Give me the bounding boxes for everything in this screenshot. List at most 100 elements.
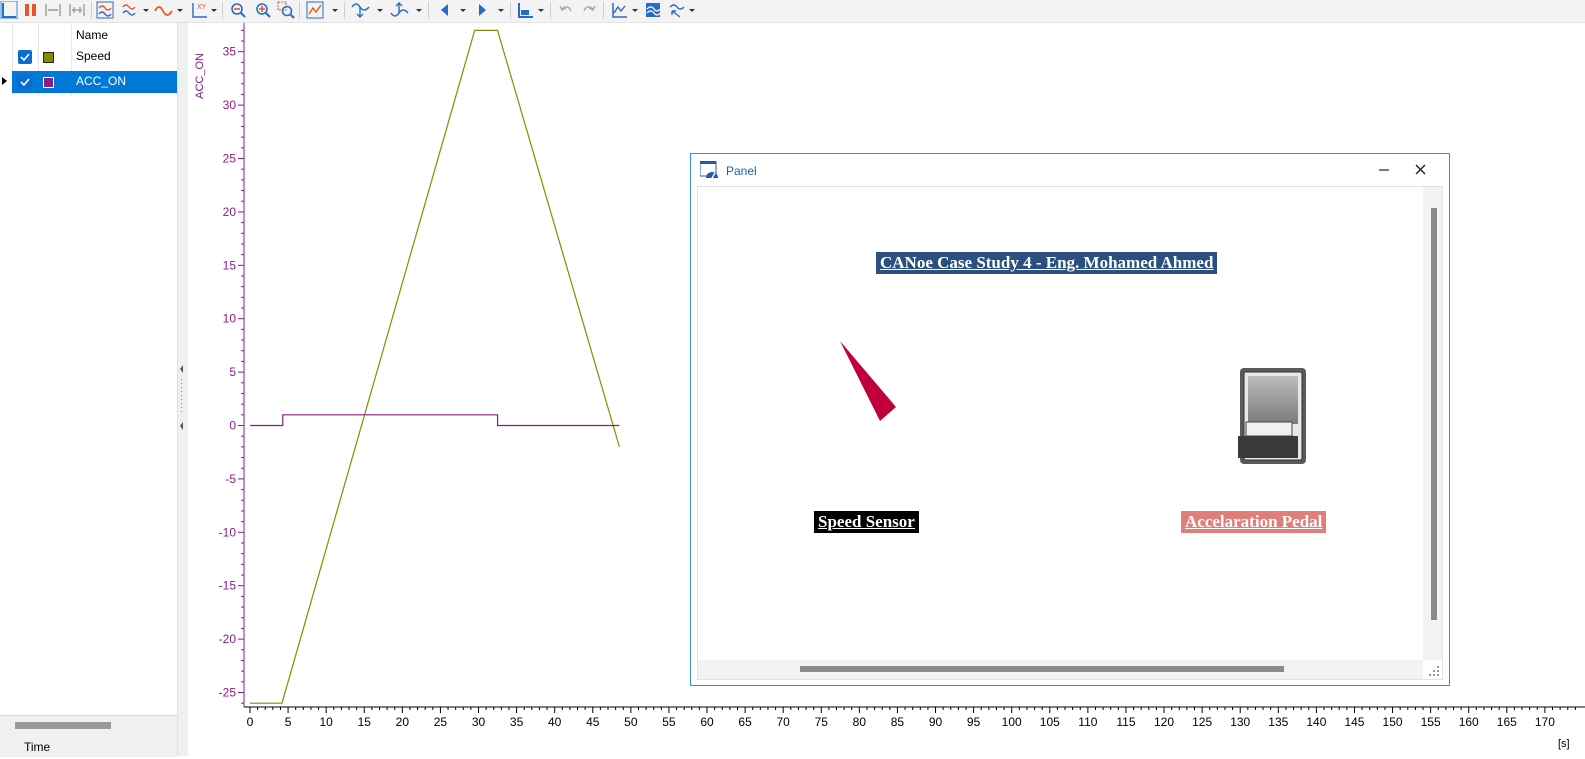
chevron-down-icon[interactable] [177,9,183,12]
graphics-toolbar: XY [0,0,1585,23]
chevron-down-icon[interactable] [211,9,217,12]
signal-row-speed[interactable]: Speed [0,46,177,68]
y-tick-label: 35 [223,45,237,59]
y-tick-label: 25 [223,152,237,166]
y-tick-label: -20 [219,632,237,646]
x-tick-label: 85 [891,715,905,729]
x-tick-label: 135 [1268,715,1288,729]
x-tick-label: 15 [358,715,372,729]
chevron-down-icon[interactable] [332,9,338,12]
panel-splitter[interactable] [177,23,188,756]
color-swatch[interactable] [43,52,54,63]
chevron-down-icon[interactable] [632,9,638,12]
redo-icon[interactable] [580,1,598,19]
toolbar-separator [428,2,429,19]
series-line-acc-on [250,414,620,427]
column-divider [71,23,72,96]
zoom-out-icon[interactable] [229,1,247,19]
panel-titlebar[interactable]: Panel [691,154,1449,186]
graph-options-icon[interactable] [610,1,628,19]
signal-dropdown-icon[interactable] [121,1,139,19]
x-tick-label: 110 [1078,715,1097,729]
x-tick-label: 95 [967,715,981,729]
y-tick-label: -5 [225,472,236,486]
x-tick-label: 165 [1497,715,1517,729]
resize-grip-icon[interactable] [1428,665,1440,677]
fit-to-window-icon[interactable] [306,1,324,19]
signal-row-acc-on[interactable]: ACC_ON [0,71,177,93]
column-divider [38,23,39,96]
y-tick-label: -25 [219,686,237,700]
chevron-down-icon[interactable] [498,9,504,12]
x-tick-label: 60 [700,715,714,729]
pause-icon[interactable] [22,1,40,19]
x-tick-label: 0 [247,715,254,729]
panel-title: Panel [726,164,757,178]
panel-window[interactable]: Panel CANoe Case Study 4 - Eng. Mohamed … [690,153,1450,686]
undo-icon[interactable] [557,1,575,19]
fit-all-x-icon[interactable] [68,1,86,19]
x-tick-label: 75 [815,715,829,729]
acceleration-pedal-label: Accelaration Pedal [1181,511,1327,533]
y-tick-label: 20 [223,205,237,219]
signal-name: ACC_ON [76,74,127,88]
x-tick-label: 10 [319,715,333,729]
marker-down-icon[interactable] [351,1,370,19]
y-tick-label: -10 [219,525,237,539]
chevron-down-icon[interactable] [416,9,422,12]
cursor-icon[interactable] [0,0,18,20]
close-button[interactable] [1407,160,1433,180]
toolbar-separator [91,2,92,19]
chart-canvas[interactable]: ACC_ON [s] 35302520151050-5-10-15-20-250… [187,23,1585,756]
x-tick-label: 145 [1344,715,1364,729]
x-tick-label: 150 [1383,715,1403,729]
step-back-icon[interactable] [436,1,454,19]
acceleration-pedal-switch[interactable] [1236,366,1308,466]
signal-layout-icon[interactable] [96,1,114,19]
signal-chart[interactable]: ACC_ON [s] 35 30 25 20 15 10 5 0 -5 -10 -15 -20 -25 0… [187,23,1585,756]
x-tick-label: 40 [548,715,562,729]
chevron-down-icon[interactable] [143,9,149,12]
vertical-scrollbar-thumb[interactable] [1431,208,1437,620]
chevron-down-icon[interactable] [538,9,544,12]
toolbar-separator [222,2,223,19]
y-tick-label: 5 [229,365,236,379]
gauge-needle [840,341,896,421]
axis-layout-icon[interactable] [516,1,534,19]
x-tick-label: 20 [396,715,410,729]
fit-x-icon[interactable] [44,1,62,19]
series-line-speed [250,29,621,704]
checkbox[interactable] [18,75,32,89]
chevron-down-icon[interactable] [460,9,466,12]
horizontal-scrollbar[interactable] [15,722,111,729]
measure-icon[interactable] [668,1,686,19]
xy-mode-icon[interactable]: XY [190,1,208,19]
signal-name: Speed [76,49,111,63]
toolbar-separator [510,2,511,19]
toolbar-separator [550,2,551,19]
horizontal-scrollbar-thumb[interactable] [800,666,1284,672]
x-tick-label: 30 [472,715,486,729]
speed-sensor-gauge[interactable] [834,335,904,425]
chevron-down-icon[interactable] [689,9,695,12]
zoom-box-icon[interactable] [277,1,295,19]
row-indicator-icon [2,77,7,85]
zoom-in-icon[interactable] [254,1,272,19]
chevron-down-icon[interactable] [377,9,383,12]
name-column-header[interactable]: Name [76,28,109,42]
case-study-title: CANoe Case Study 4 - Eng. Mohamed Ahmed [876,252,1218,274]
signal-list-panel: Name Speed ACC_ON Time [0,23,177,757]
x-tick-label: 55 [662,715,676,729]
step-forward-icon[interactable] [473,1,491,19]
layers-icon[interactable] [644,1,662,19]
x-tick-label: 100 [1002,715,1022,729]
minimize-button[interactable] [1371,160,1397,180]
waveform-icon[interactable] [154,1,173,19]
x-tick-label: 105 [1040,715,1060,729]
color-swatch[interactable] [43,77,54,88]
y-tick-label: 15 [223,258,237,272]
checkbox[interactable] [18,50,32,64]
x-tick-label: 155 [1421,715,1441,729]
x-tick-label: 160 [1459,715,1479,729]
marker-up-icon[interactable] [390,1,409,19]
